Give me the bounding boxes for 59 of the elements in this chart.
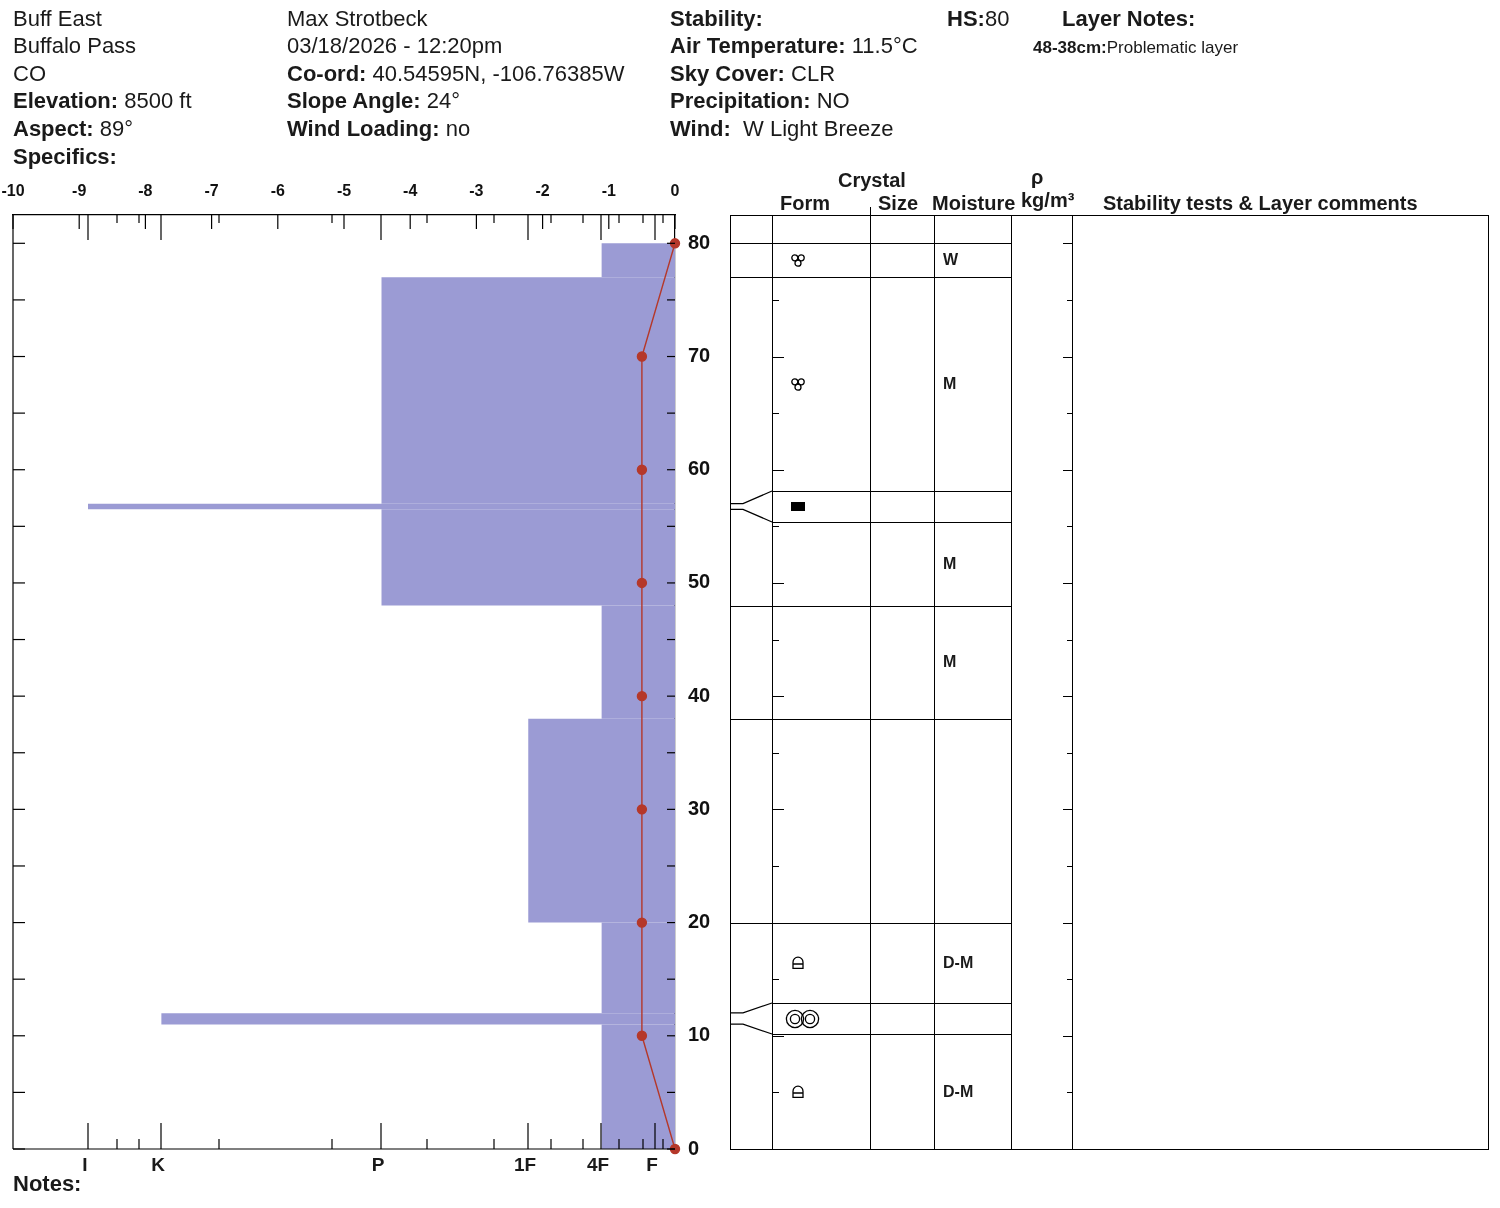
text: Air Temperature: 11.5°C [670,33,918,58]
text: Sky Cover: CLR [670,60,836,86]
text: Slope Angle: 24° [287,88,461,113]
text: Buffalo Pass [13,33,137,58]
annotation: M [943,554,957,572]
text: Stability: [670,6,763,31]
x2-tick-label: 0 [670,181,680,199]
text: 1F [513,1153,537,1175]
y-tick-label: 10 [688,1023,711,1046]
y-tick-label: 40 [688,683,711,706]
text: F [646,1153,658,1175]
text: 4F [586,1153,610,1175]
text: Co-ord: 40.54595N, -106.76385W [287,60,625,86]
x2-tick-label: -3 [469,181,484,199]
text: P [371,1153,385,1175]
text: 03/18/2026 - 12:20pm [287,33,503,58]
text: Layer Notes: [1062,6,1196,31]
text: Notes: [13,1171,82,1196]
text: Size [878,192,919,214]
text: K [151,1153,165,1175]
text: Wind Loading: no [287,116,471,141]
x2-tick-label: -7 [204,181,219,199]
text: Moisture [932,192,1016,214]
x2-tick-label: -8 [138,181,153,199]
text: HS:80 [947,6,1010,31]
text: Aspect: 89° [13,116,134,141]
text: Form [780,192,830,214]
y-tick-label: 60 [688,457,711,480]
text: Elevation: 8500 ft [13,88,192,113]
annotation: W [943,251,959,269]
y-tick-label: 30 [688,796,711,819]
text: Specifics: [13,143,117,169]
text: Wind: W Light Breeze [670,116,894,141]
x2-tick-label: -10 [1,181,25,199]
x2-tick-label: -4 [403,181,418,199]
text: Stability tests & Layer comments [1103,192,1418,214]
annotation: M [943,653,957,671]
text: CO [13,60,46,86]
x2-tick-label: -1 [601,181,617,199]
y-tick-label: 70 [688,344,711,367]
text: Precipitation: NO [670,88,850,113]
text: kg/m³ [1021,189,1075,211]
text: 48-38cm:Problematic layer [1033,37,1239,57]
x2-tick-label: -2 [535,181,550,199]
x2-tick-label: -6 [270,181,286,199]
text: ρ [1031,166,1044,188]
text: Crystal [838,169,906,191]
text: I [82,1153,88,1175]
x2-tick-label: -9 [72,181,87,199]
annotation: D-M [943,953,974,971]
annotation: D-M [943,1082,974,1100]
annotation: M [943,375,957,393]
x2-tick-label: -5 [336,181,352,199]
y-tick-label: 0 [688,1136,700,1159]
text: Max Strotbeck [287,6,428,31]
text: Buff East [13,6,102,31]
y-tick-label: 80 [688,230,711,253]
y-tick-label: 20 [688,910,711,933]
y-tick-label: 50 [688,570,711,593]
